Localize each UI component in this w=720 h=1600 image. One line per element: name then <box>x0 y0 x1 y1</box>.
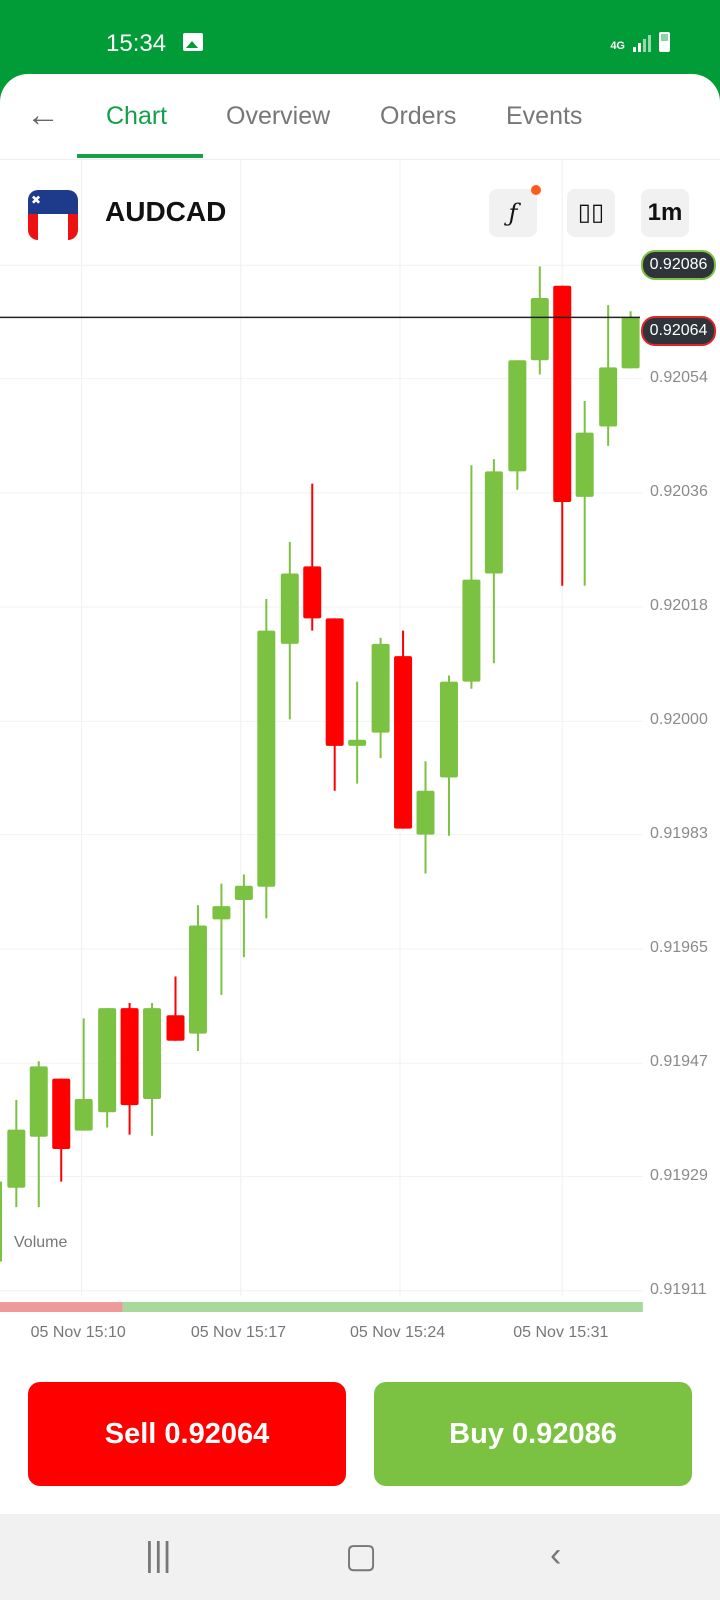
x-axis-label: 05 Nov 15:10 <box>30 1323 126 1341</box>
status-bar: 15:34 4G <box>0 0 720 74</box>
back-arrow-icon[interactable]: ← <box>26 96 60 134</box>
ask-price-tag: 0.92086 <box>641 250 716 281</box>
signal-icon <box>633 34 651 52</box>
sell-button[interactable]: Sell 0.92064 <box>28 1382 346 1486</box>
chart-sheet: ← Chart Overview Orders Events ✖ ❀ AUDCA… <box>0 74 720 1514</box>
y-axis-label: 0.92036 <box>650 482 708 500</box>
candlestick-chart[interactable] <box>0 160 720 1400</box>
volume-label: Volume <box>14 1233 68 1251</box>
tab-events[interactable]: Events <box>506 102 583 130</box>
audcad-flag-icon: ✖ ❀ <box>28 190 78 240</box>
indicator-icon: ƒ <box>508 199 518 227</box>
x-axis-label: 05 Nov 15:17 <box>190 1323 286 1341</box>
tab-orders[interactable]: Orders <box>380 102 457 130</box>
chart-type-button[interactable]: ▯▯ <box>567 189 615 237</box>
y-axis-label: 0.92018 <box>650 597 708 615</box>
notification-dot <box>531 185 541 195</box>
tab-bar: ← Chart Overview Orders Events <box>0 74 720 160</box>
indicators-button[interactable]: ƒ <box>489 185 541 237</box>
x-axis-label: 05 Nov 15:24 <box>349 1323 446 1341</box>
symbol-name: AUDCAD <box>105 196 227 227</box>
y-axis-label: 0.91911 <box>650 1280 707 1298</box>
tab-overview[interactable]: Overview <box>226 102 331 130</box>
y-axis-label: 0.91929 <box>650 1166 708 1184</box>
system-nav-bar: ||| ▢ ‹ <box>0 1514 720 1600</box>
recent-apps-icon[interactable]: ||| <box>145 1536 172 1574</box>
tab-chart[interactable]: Chart <box>106 102 168 130</box>
battery-icon <box>659 32 670 52</box>
network-icon: 4G <box>610 40 625 52</box>
candlestick-type-icon: ▯▯ <box>577 199 605 226</box>
y-axis-label: 0.91983 <box>650 824 708 842</box>
y-axis-label: 0.91965 <box>650 938 708 956</box>
clock: 15:34 <box>106 30 167 57</box>
x-axis-label: 05 Nov 15:31 <box>513 1323 609 1341</box>
y-axis-label: 0.92054 <box>650 368 708 386</box>
active-tab-indicator <box>77 154 203 158</box>
bid-price-tag: 0.92064 <box>641 315 716 346</box>
home-icon[interactable]: ▢ <box>345 1537 378 1575</box>
y-axis-label: 0.92000 <box>650 711 708 729</box>
system-back-icon[interactable]: ‹ <box>550 1536 562 1574</box>
image-icon <box>183 33 203 51</box>
timeframe-button[interactable]: 1m <box>641 189 689 237</box>
y-axis-label: 0.91947 <box>650 1053 708 1071</box>
buy-button[interactable]: Buy 0.92086 <box>374 1382 692 1486</box>
